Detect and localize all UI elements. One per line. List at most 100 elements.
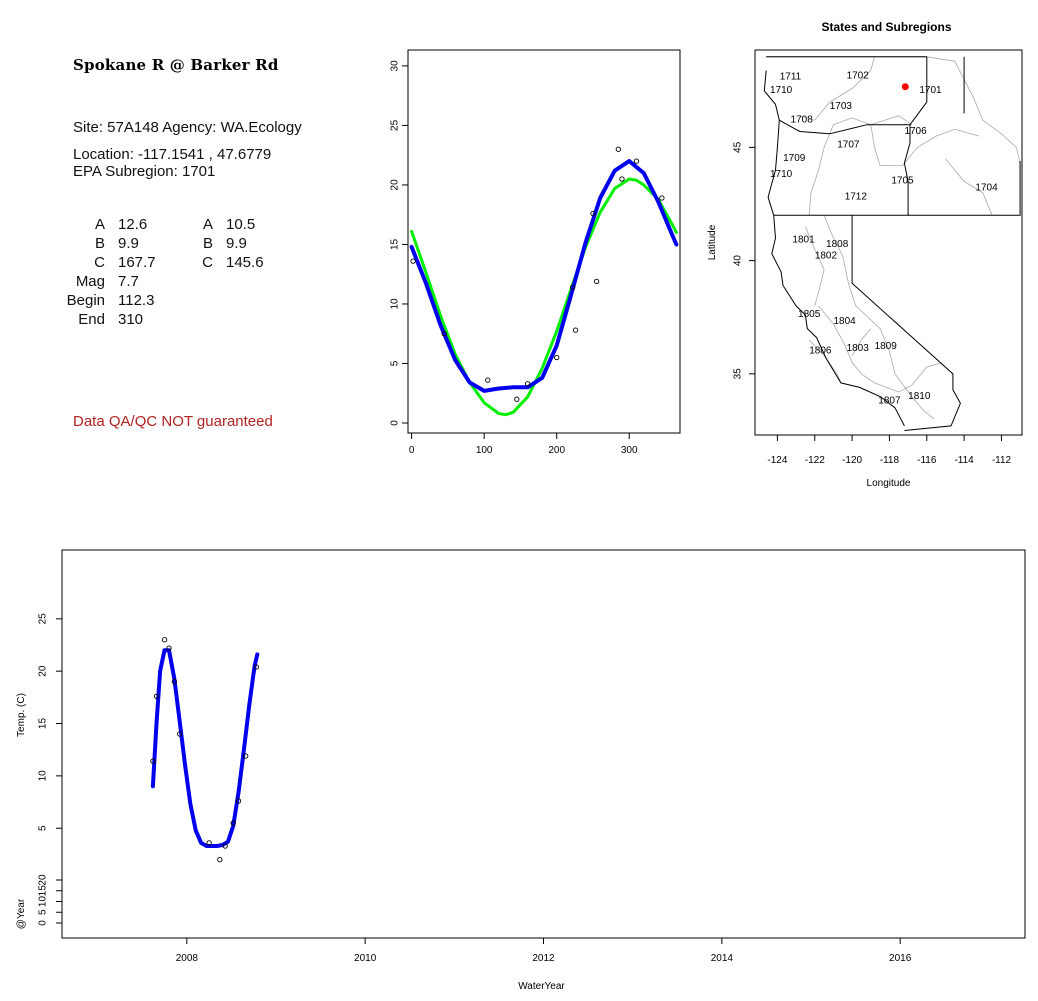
or-id-border xyxy=(903,56,928,216)
subregion-boundary xyxy=(818,305,942,393)
data-point xyxy=(572,327,579,333)
data-point xyxy=(171,678,178,685)
x-tick-label: -118 xyxy=(880,455,900,466)
subregion-label: 1710 xyxy=(770,169,793,180)
param-label: A xyxy=(202,216,213,233)
param-label: B xyxy=(202,235,213,252)
x-tick-label: 0 xyxy=(409,445,415,456)
data-point xyxy=(554,354,560,361)
data-point xyxy=(230,820,236,826)
data-point xyxy=(525,381,531,387)
x-tick-label: -122 xyxy=(805,455,825,466)
coastline xyxy=(763,70,905,427)
param-value: 167.7 xyxy=(118,254,156,271)
x-tick-label: 200 xyxy=(548,445,565,456)
subregion-label: 1703 xyxy=(830,101,853,112)
subregion-line: EPA Subregion: 1701 xyxy=(73,163,216,180)
subregion-label: 1705 xyxy=(891,176,914,187)
data-point xyxy=(514,396,520,402)
y-tick-label: 5 xyxy=(390,360,401,366)
subregion-boundary xyxy=(894,373,935,420)
x-tick-label: -116 xyxy=(917,455,937,466)
subregion-boundary xyxy=(870,124,980,166)
subregion-boundary xyxy=(805,226,825,307)
temperature-curve xyxy=(150,648,260,848)
y-tick-label: 15 xyxy=(38,718,49,730)
x-tick-label: -112 xyxy=(992,455,1012,466)
y-tick-label: 10 xyxy=(390,298,401,310)
data-point xyxy=(590,210,596,217)
param-value: 145.6 xyxy=(226,254,264,271)
data-point xyxy=(153,693,160,699)
site-title: Spokane R @ Barker Rd xyxy=(73,56,279,74)
subregion-label: 1702 xyxy=(847,70,870,81)
ca-nv-border xyxy=(851,215,961,431)
data-point xyxy=(206,840,212,846)
state-border-42 xyxy=(773,161,1021,216)
site-marker xyxy=(901,83,909,91)
fit-curve-blue xyxy=(409,159,679,393)
y-tick-label: 30 xyxy=(390,60,401,72)
subregion-label: 1805 xyxy=(798,309,821,320)
param-label: B xyxy=(94,235,105,252)
subregion-label: 1707 xyxy=(837,139,860,150)
data-point xyxy=(410,258,416,264)
param-label: C xyxy=(94,254,105,271)
param-value: 7.7 xyxy=(118,273,139,290)
subregion-boundary xyxy=(833,115,913,126)
subregion-label: 1801 xyxy=(792,235,815,246)
data-point xyxy=(222,843,228,849)
subregion-label: 1803 xyxy=(847,343,870,354)
subregion-label: 1706 xyxy=(904,126,927,137)
subregion-label: 1708 xyxy=(791,114,814,125)
param-value: 112.3 xyxy=(118,292,155,309)
subregion-label: 1802 xyxy=(815,250,838,261)
y2-tick-label: 20 xyxy=(38,874,49,886)
data-point xyxy=(235,798,242,804)
param-value: 12.6 xyxy=(118,216,148,233)
subregion-label: 1809 xyxy=(875,341,898,352)
x-tick-label: -114 xyxy=(954,455,974,466)
y2-axis-title: @Year xyxy=(16,898,27,929)
x-axis-title: WaterYear xyxy=(518,981,565,992)
data-point xyxy=(659,195,665,201)
y-tick-label: 20 xyxy=(38,665,49,677)
y-tick-label: 5 xyxy=(38,825,49,831)
y-tick-label: 35 xyxy=(733,368,744,380)
subregion-boundary xyxy=(823,215,896,374)
data-point xyxy=(253,664,260,670)
y-tick-label: 20 xyxy=(390,179,401,191)
x-tick-label: 100 xyxy=(476,445,493,456)
data-point xyxy=(633,158,640,164)
param-label: C xyxy=(202,254,213,271)
param-value: 310 xyxy=(118,311,144,328)
y2-tick-label: 0 xyxy=(38,920,49,926)
y2-tick-label: 10 xyxy=(38,896,49,908)
subregion-label: 1807 xyxy=(878,395,901,406)
plot-frame xyxy=(407,49,681,434)
y-axis-title: Latitude xyxy=(707,224,718,260)
data-point xyxy=(441,331,447,337)
data-point xyxy=(217,856,223,863)
subregion-boundary xyxy=(799,56,875,121)
x-tick-label: -124 xyxy=(767,455,787,466)
y-tick-label: 10 xyxy=(38,770,49,782)
x-tick-label: 300 xyxy=(621,445,638,456)
fit-curve-green xyxy=(410,177,678,417)
subregion-label: 1704 xyxy=(975,182,998,193)
x-tick-label: 2008 xyxy=(176,953,199,964)
subregion-label: 1804 xyxy=(833,316,856,327)
subregion-label: 1709 xyxy=(783,153,806,164)
wa-or-border xyxy=(779,119,910,135)
y-axis-title: Temp. (C) xyxy=(16,693,27,737)
data-point xyxy=(166,645,172,651)
subregion-label: 1712 xyxy=(845,191,868,202)
map-title: States and Subregions xyxy=(821,20,951,34)
y-tick-label: 40 xyxy=(733,255,744,267)
x-tick-label: 2014 xyxy=(711,953,734,964)
subregion-label: 1808 xyxy=(826,239,849,250)
subregion-boundary xyxy=(808,124,834,216)
y2-tick-label: 15 xyxy=(38,885,49,897)
param-label: End xyxy=(78,311,105,328)
